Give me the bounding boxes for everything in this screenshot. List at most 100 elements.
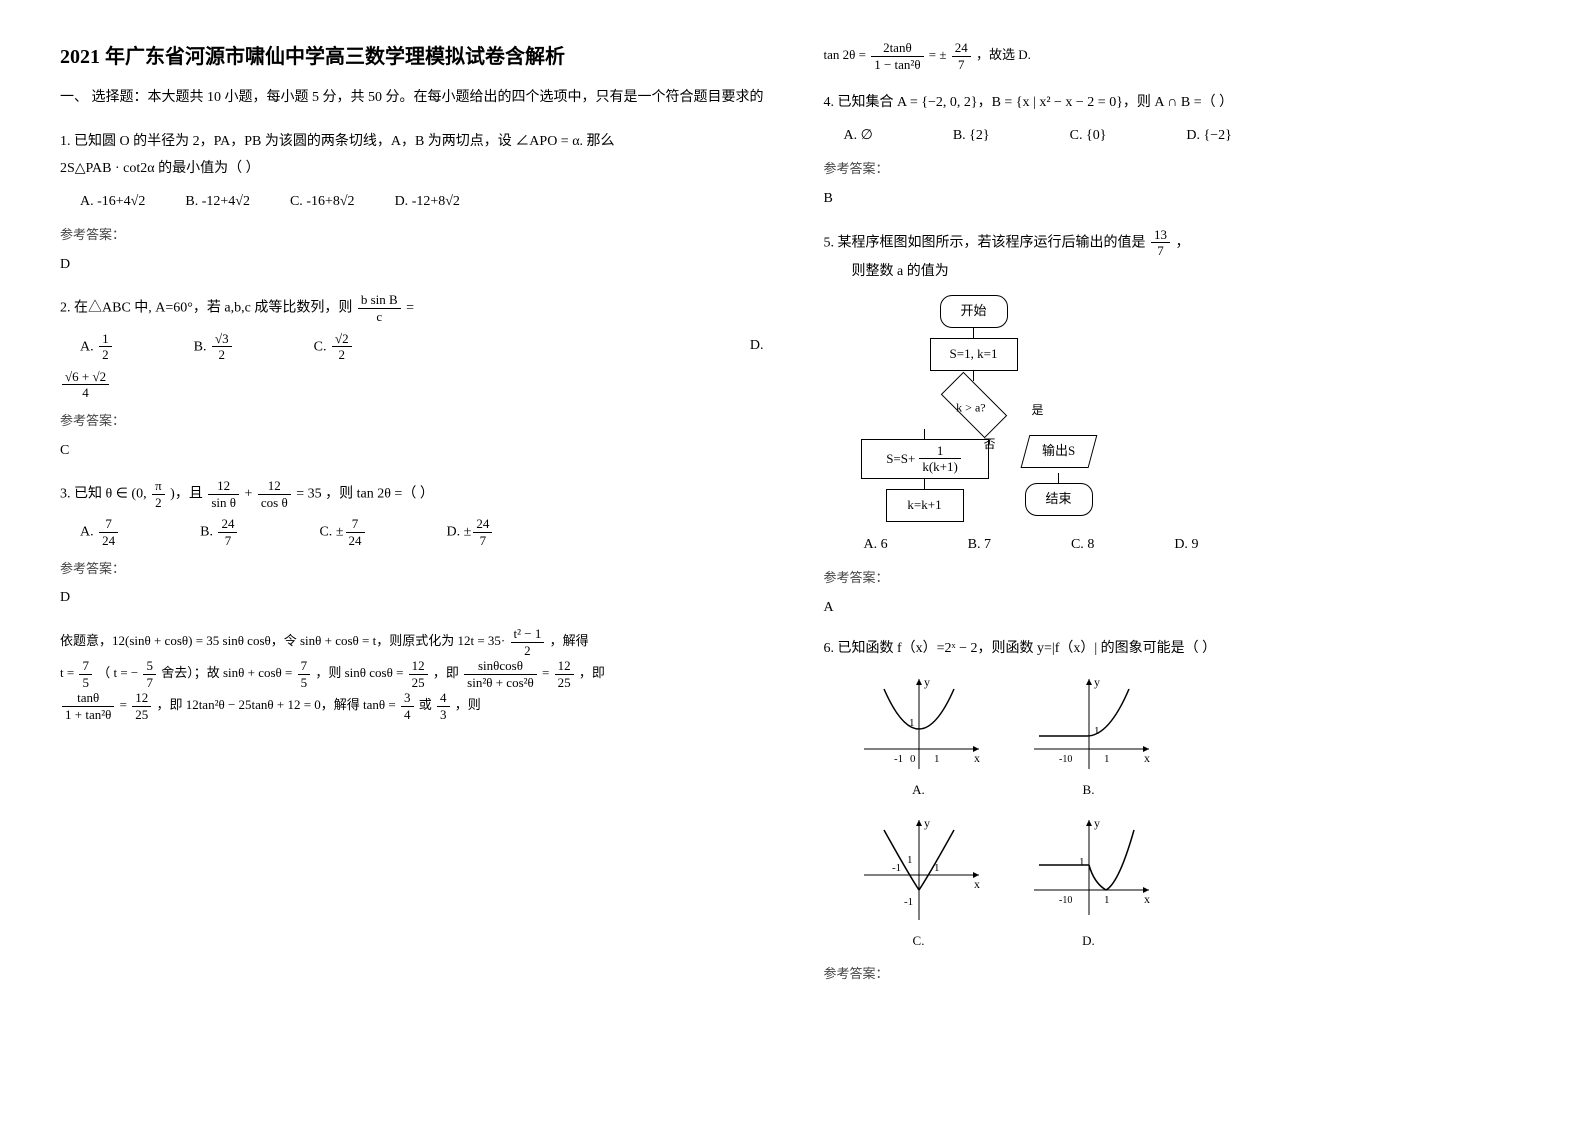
q3-rhs: = 35 xyxy=(296,487,321,502)
frac-den: 2 xyxy=(99,347,112,363)
opt-label: B. xyxy=(968,537,981,552)
frac-den: 1 + tan²θ xyxy=(62,707,114,723)
graph-D: -10 1 1 x y D. xyxy=(1024,815,1154,954)
graph-B-label: B. xyxy=(1024,778,1154,803)
frac-num: sinθcosθ xyxy=(464,658,537,675)
opt-label: C. xyxy=(319,525,332,540)
sol-text: ，即 xyxy=(579,665,605,680)
q3-solution-cont: tan 2θ = 2tanθ1 − tan²θ = ± 247 ，故选 D. xyxy=(824,40,1528,72)
frac-den: 5 xyxy=(79,675,92,691)
frac-num: 12 xyxy=(258,478,291,495)
svg-text:x: x xyxy=(1144,751,1150,765)
answer-label: 参考答案： xyxy=(824,566,1528,591)
q2-answer: C xyxy=(60,438,764,465)
fc-inc: k=k+1 xyxy=(886,489,964,522)
frac-den: 4 xyxy=(401,707,414,723)
frac-num: 13 xyxy=(1151,227,1170,244)
fc-out-text: 输出S xyxy=(1042,439,1075,464)
question-3: 3. 已知 θ ∈ (0, π2 )，且 12sin θ + 12cos θ =… xyxy=(60,478,764,722)
q5-B: 7 xyxy=(984,537,991,552)
svg-text:1: 1 xyxy=(907,854,913,866)
q3-stem-c: )，且 xyxy=(170,487,206,502)
svg-text:x: x xyxy=(974,751,980,765)
opt-label: D. xyxy=(395,194,409,209)
frac-num: 12 xyxy=(132,690,151,707)
opt-label: C. xyxy=(314,339,327,354)
sol-text: = xyxy=(542,665,553,680)
frac-den: 7 xyxy=(143,675,156,691)
q5-stem-b: ， xyxy=(1176,235,1190,250)
q2-eq-tail: = xyxy=(406,301,414,316)
svg-text:y: y xyxy=(924,816,930,830)
frac-den: cos θ xyxy=(258,495,291,511)
fc-yes: 是 xyxy=(1031,399,1043,422)
graph-B-svg: -10 1 1 x y xyxy=(1024,674,1154,774)
frac-den: c xyxy=(358,309,401,325)
frac-num: 12 xyxy=(555,658,574,675)
sol-text: ，即 12tan²θ − 25tanθ + 12 = 0，解得 tanθ = xyxy=(156,697,399,712)
frac-num: 5 xyxy=(143,658,156,675)
question-6: 6. 已知函数 f（x）=2ˣ − 2，则函数 y=|f（x）| 的图象可能是（… xyxy=(824,636,1528,987)
svg-text:1: 1 xyxy=(1079,856,1085,868)
opt-label: A. xyxy=(844,128,858,143)
opt-label: B. xyxy=(194,339,207,354)
frac-num: 3 xyxy=(401,690,414,707)
svg-text:1: 1 xyxy=(1094,725,1100,737)
frac-num: π xyxy=(152,478,165,495)
svg-text:x: x xyxy=(974,877,980,891)
fc-step: S=S+ 1k(k+1) xyxy=(861,439,989,479)
opt-label: A. xyxy=(80,194,94,209)
frac-den: k(k+1) xyxy=(919,459,961,475)
frac-num: 24 xyxy=(473,516,492,533)
question-4: 4. 已知集合 A = {−2, 0, 2}，B = {x | x² − x −… xyxy=(824,90,1528,212)
svg-text:-1: -1 xyxy=(894,753,903,765)
frac-num: 7 xyxy=(99,516,118,533)
opt-label: A. xyxy=(80,525,94,540)
svg-text:0: 0 xyxy=(910,753,916,765)
frac-num: 7 xyxy=(79,658,92,675)
frac-den: 7 xyxy=(218,533,237,549)
svg-text:1: 1 xyxy=(1104,753,1110,765)
opt-label: A. xyxy=(864,537,878,552)
opt-label: A. xyxy=(80,339,94,354)
svg-text:y: y xyxy=(1094,675,1100,689)
q1-options: A. -16+4√2 B. -12+4√2 C. -16+8√2 D. -12+… xyxy=(80,189,764,216)
fc-step-text: S=S+ xyxy=(886,447,915,472)
q5-D: 9 xyxy=(1191,537,1198,552)
q5-stem-c: 则整数 a 的值为 xyxy=(852,259,1528,286)
fc-out: 输出S xyxy=(1020,435,1097,468)
fc-cond-text: k > a? xyxy=(930,397,1010,420)
q4-C: {0} xyxy=(1086,128,1106,143)
frac-den: 25 xyxy=(555,675,574,691)
frac-num: 12 xyxy=(409,658,428,675)
svg-text:x: x xyxy=(1144,892,1150,906)
sol-text: ，即 xyxy=(433,665,462,680)
svg-text:1: 1 xyxy=(909,717,915,729)
sol-text: ，解得 xyxy=(550,633,589,648)
graph-D-label: D. xyxy=(1024,929,1154,954)
q4-A: ∅ xyxy=(861,128,873,143)
frac-num: 7 xyxy=(298,658,311,675)
answer-label: 参考答案： xyxy=(824,962,1528,987)
frac-den: 7 xyxy=(473,533,492,549)
sol-text: 或 xyxy=(419,697,435,712)
q1-stem-b: 2S△PAB · cot2α 的最小值为（ ） xyxy=(60,156,764,183)
frac-den: 5 xyxy=(298,675,311,691)
opt-label: D. xyxy=(447,525,461,540)
frac-num: 12 xyxy=(208,478,239,495)
q1-C: -16+8√2 xyxy=(306,194,354,209)
answer-label: 参考答案： xyxy=(60,557,764,582)
q4-B: {2} xyxy=(969,128,989,143)
frac-num: 4 xyxy=(437,690,450,707)
q3-solution: 依题意，12(sinθ + cosθ) = 35 sinθ cosθ，令 sin… xyxy=(60,626,764,723)
q5-answer: A xyxy=(824,595,1528,622)
frac-num: 24 xyxy=(218,516,237,533)
sol-text: tan 2θ = xyxy=(824,47,870,62)
q4-answer: B xyxy=(824,186,1528,213)
plus: + xyxy=(244,487,255,502)
graph-C: -1 1 1 -1 x y C. xyxy=(854,815,984,954)
frac-den: 2 xyxy=(152,495,165,511)
frac-den: 2 xyxy=(511,643,545,659)
opt-label: C. xyxy=(1070,128,1083,143)
q3-answer: D xyxy=(60,585,764,612)
